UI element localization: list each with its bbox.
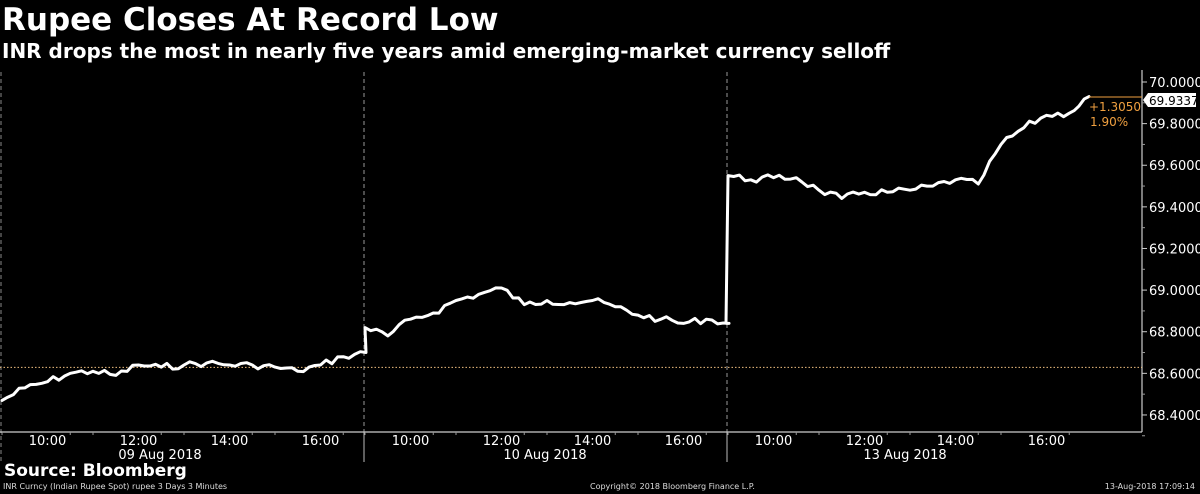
x-tick-label: 12:00 xyxy=(483,434,520,449)
inr-price-line xyxy=(0,95,1091,402)
x-tick-label: 10:00 xyxy=(755,434,792,449)
chart-title: Rupee Closes At Record Low xyxy=(2,2,499,38)
last-value-tag xyxy=(1143,93,1196,107)
ticker-description: INR Curncy (Indian Rupee Spot) rupee 3 D… xyxy=(3,482,228,491)
y-tick-label: 69.4000 xyxy=(1149,201,1200,216)
x-tick-label: 12:00 xyxy=(846,434,883,449)
x-tick-label: 16:00 xyxy=(665,434,702,449)
x-axis-ticks: 10:00 12:00 14:00 16:00 10:00 12:00 14:00 16:00… xyxy=(1,432,1070,463)
y-tick-label: 68.8000 xyxy=(1149,326,1200,341)
day-label: 10 Aug 2018 xyxy=(503,448,586,463)
x-tick-label: 14:00 xyxy=(574,434,611,449)
x-tick-label: 10:00 xyxy=(29,434,66,449)
y-tick-label: 69.2000 xyxy=(1149,242,1200,257)
y-axis-ticks: 70.0000 69.8000 69.6000 69.4000 69.2000 69.00… xyxy=(1142,76,1200,437)
x-tick-label: 14:00 xyxy=(211,434,248,449)
x-tick-label: 16:00 xyxy=(1028,434,1065,449)
y-tick-label: 68.4000 xyxy=(1149,409,1200,424)
change-label: +1.3050 xyxy=(1089,100,1141,114)
day-label: 09 Aug 2018 xyxy=(118,448,201,463)
y-tick-label: 69.8000 xyxy=(1149,118,1200,133)
y-tick-label: 68.6000 xyxy=(1149,367,1200,382)
copyright: Copyright© 2018 Bloomberg Finance L.P. xyxy=(590,482,755,491)
x-tick-label: 10:00 xyxy=(392,434,429,449)
y-tick-label: 69.6000 xyxy=(1149,159,1200,174)
x-tick-label: 14:00 xyxy=(937,434,974,449)
change-pct-label: 1.90% xyxy=(1090,115,1128,129)
source-label: Source: Bloomberg xyxy=(4,461,187,481)
y-tick-label: 70.0000 xyxy=(1149,76,1200,91)
y-tick-label: 69.0000 xyxy=(1149,284,1200,299)
day-label: 13 Aug 2018 xyxy=(863,448,946,463)
chart-subtitle: INR drops the most in nearly five years … xyxy=(2,39,891,63)
x-tick-label: 12:00 xyxy=(120,434,157,449)
last-value-label: 69.9337 xyxy=(1149,94,1199,108)
x-tick-label: 16:00 xyxy=(302,434,339,449)
timestamp: 13-Aug-2018 17:09:14 xyxy=(1104,482,1195,491)
